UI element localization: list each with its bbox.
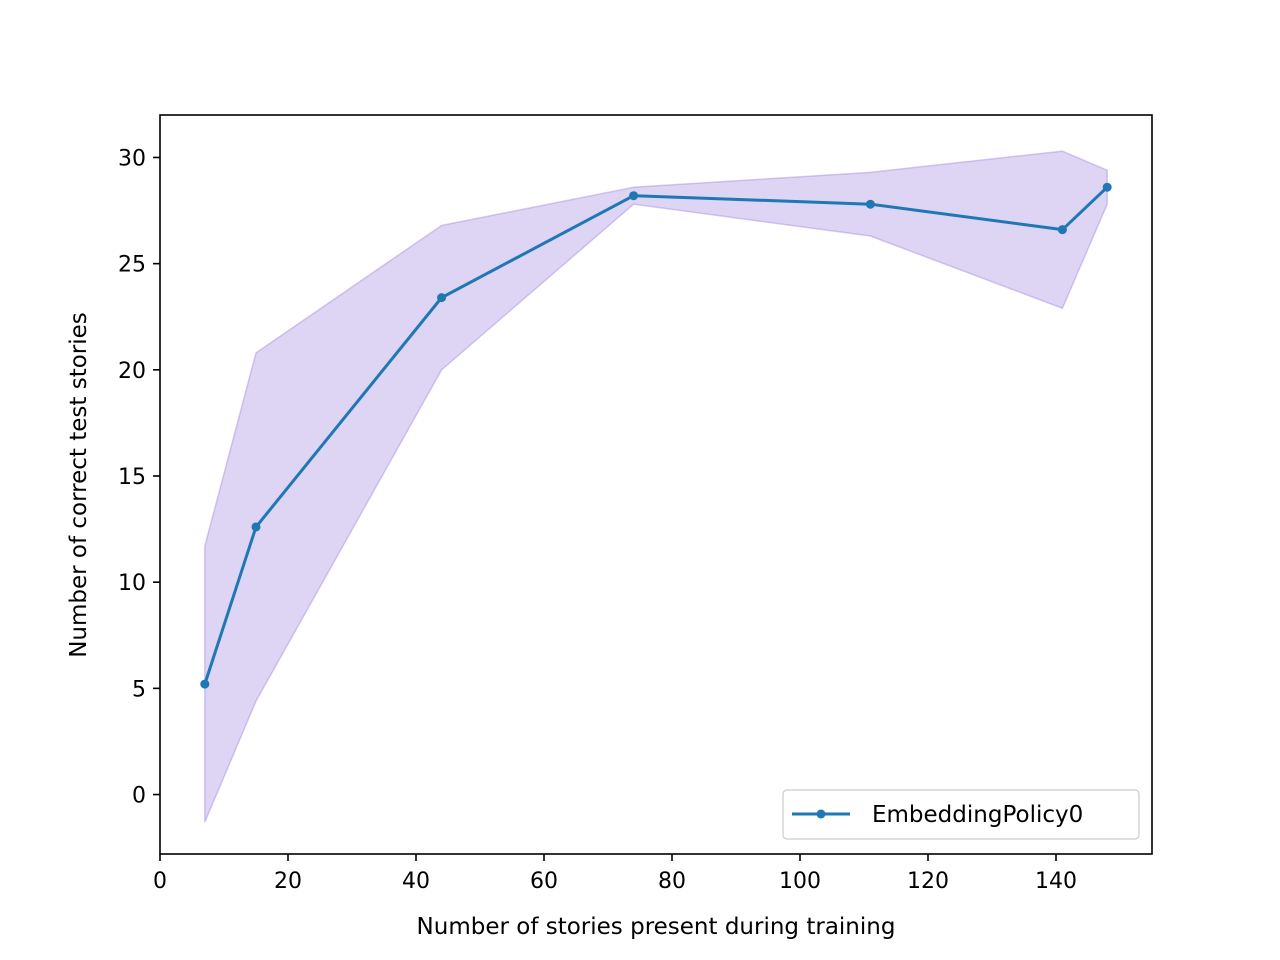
x-tick-label: 20: [274, 869, 302, 894]
data-point: [251, 522, 261, 532]
x-tick-label: 140: [1035, 869, 1077, 894]
plot-frame: [159, 114, 1153, 855]
y-tick-label: 20: [118, 359, 146, 384]
y-tick-label: 0: [132, 784, 146, 809]
series-points-layer: [200, 182, 1112, 689]
data-point: [1102, 182, 1112, 192]
y-axis-ticks: 0 5 10 15 20 25 30: [118, 146, 160, 809]
x-axis-ticks: 0 20 40 60 80 100 120 140: [153, 854, 1077, 894]
data-point: [865, 199, 875, 209]
x-tick-label: 60: [530, 869, 558, 894]
legend-box: [782, 789, 1140, 840]
data-point: [437, 293, 447, 303]
x-tick-label: 80: [658, 869, 686, 894]
y-tick-label: 10: [118, 571, 146, 596]
data-point: [1057, 225, 1067, 235]
x-tick-label: 100: [779, 869, 821, 894]
x-tick-label: 0: [153, 869, 167, 894]
x-axis-label: Number of stories present during trainin…: [417, 914, 896, 940]
x-tick-label: 120: [907, 869, 949, 894]
y-tick-label: 15: [118, 465, 146, 490]
legend-label: EmbeddingPolicy0: [872, 802, 1083, 828]
data-point: [629, 191, 639, 201]
legend-point-marker: [816, 809, 826, 819]
confidence-band-layer: [204, 150, 1108, 823]
y-axis-label: Number of correct test stories: [66, 312, 92, 658]
y-tick-label: 5: [132, 677, 146, 702]
confidence-band: [204, 150, 1108, 823]
y-tick-label: 25: [118, 253, 146, 278]
legend: EmbeddingPolicy0: [782, 789, 1140, 840]
y-tick-label: 30: [118, 146, 146, 171]
data-point: [200, 679, 210, 689]
x-tick-label: 40: [402, 869, 430, 894]
